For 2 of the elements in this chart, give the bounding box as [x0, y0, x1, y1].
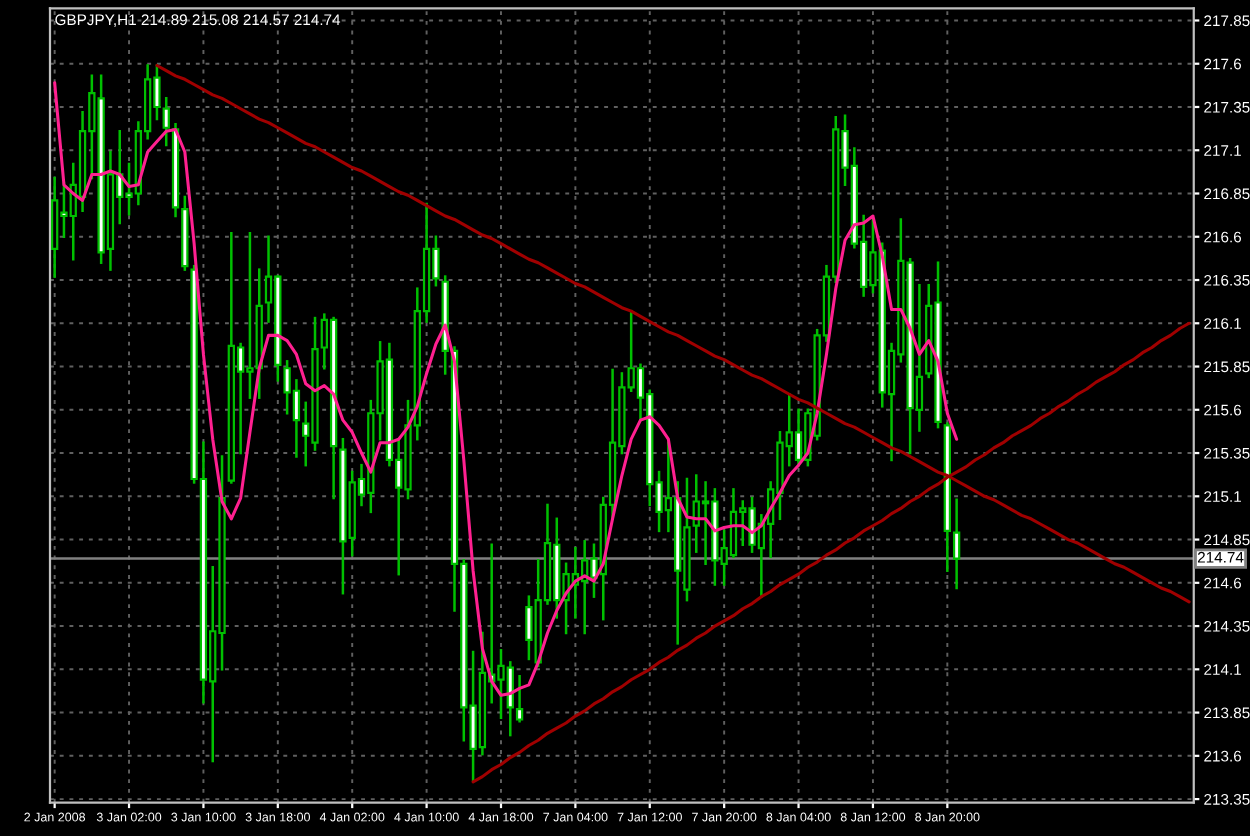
candlestick [952, 498, 961, 590]
candlestick [162, 97, 170, 147]
